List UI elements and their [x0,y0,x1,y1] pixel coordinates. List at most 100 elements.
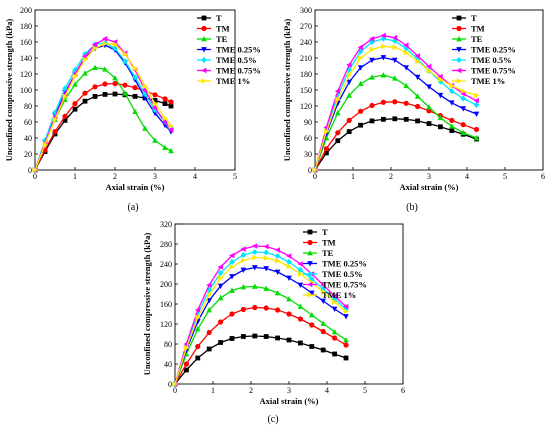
series-line [174,256,347,385]
legend-label: T [322,227,328,237]
data-point [369,102,375,109]
data-point [392,99,398,105]
data-point [438,76,444,83]
legend-item: TE [303,248,334,258]
data-point [403,42,409,48]
x-tick-label: 2 [389,172,393,181]
legend-label: TME 0.75% [471,66,516,76]
y-tick-label: 0 [308,166,312,175]
series-line [174,266,347,385]
data-point [162,96,168,102]
data-point [263,285,269,291]
chart-panel-a: 0 1 2 3 4 5 0 20 40 60 80 100 120 140 160 180 200 Axial s… [4,6,261,213]
data-point [32,167,38,173]
y-tick-label: 60 [304,134,312,143]
data-point [92,94,98,99]
series-tm [172,304,349,387]
data-point [449,100,455,106]
data-point [240,284,247,290]
data-point [102,66,108,72]
series-tme-1- [312,43,480,173]
data-point [183,361,189,367]
data-point [286,296,292,302]
data-point [309,312,315,318]
legend-swatch-marker [456,36,462,42]
series-tme-0-5- [32,39,174,173]
data-point [320,347,326,353]
y-tick-label: 80 [164,340,172,349]
legend-label: TM [216,24,230,34]
data-point [206,329,212,336]
legend-label: TE [216,34,228,44]
y-tick-label: 180 [300,70,312,79]
data-point [297,267,304,273]
data-point [426,121,432,126]
data-point [460,122,466,128]
data-point [380,35,387,42]
legend-label: TM [322,238,336,248]
legend-swatch-marker [307,292,313,298]
data-point [460,106,466,112]
data-point [346,117,352,123]
legend-item: TME 0.75% [303,280,367,290]
data-point [229,264,235,270]
data-point [206,298,212,304]
legend-swatch-marker [307,271,313,277]
legend-label: T [471,13,477,23]
data-point [263,255,270,261]
data-point [415,58,421,64]
data-point [82,98,88,104]
data-point [331,293,337,299]
data-point [263,243,269,250]
y-tick-label: 200 [20,6,32,15]
x-tick-label: 1 [211,386,215,395]
x-tick-label: 5 [363,386,367,395]
legend-item: TM [303,238,336,248]
data-point [414,74,421,81]
legend-swatch-marker [307,239,313,246]
data-point [92,41,98,48]
legend-swatch-marker [456,78,462,84]
data-point [152,92,158,98]
data-point [392,116,398,122]
data-point [92,64,98,70]
data-point [297,316,303,322]
data-point [132,108,138,114]
series-t [172,333,349,387]
data-point [357,65,364,71]
legend-swatch-marker [307,250,313,256]
data-point [320,298,326,304]
panel-label: (c) [267,414,278,425]
data-point [218,340,223,345]
legend-item: TME 1% [303,290,356,300]
data-point [414,53,420,59]
series-tme-1- [32,40,174,173]
data-point [380,72,387,78]
x-tick-label: 4 [465,172,469,181]
data-point [346,129,352,134]
x-tick-label: 2 [113,172,117,181]
data-point [122,82,128,88]
data-point [358,55,364,61]
data-point [323,146,329,152]
legend-item: TME 0.5% [303,269,363,279]
series-t [312,116,479,173]
data-point [172,381,178,387]
legend-swatch-marker [201,78,207,84]
data-point [195,311,201,317]
series-line [174,306,347,385]
x-tick-label: 5 [233,172,237,181]
series-line [314,45,477,171]
legend-swatch-marker [307,229,313,235]
data-point [72,81,78,87]
series-tme-0-25- [32,42,174,173]
y-tick-label: 150 [300,86,312,95]
y-tick-label: 210 [300,54,312,63]
data-point [286,253,292,259]
data-point [473,126,480,133]
data-point [229,252,235,259]
data-point [320,289,327,295]
data-point [132,74,138,81]
legend-item: TME 0.25% [303,259,367,269]
